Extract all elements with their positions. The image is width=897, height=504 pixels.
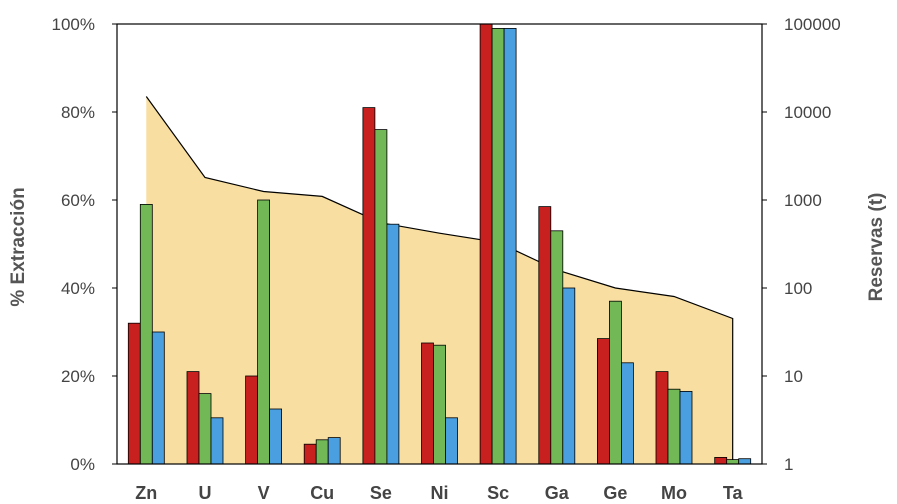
- category-label-u: U: [199, 483, 212, 503]
- bar-ge-series-2: [609, 300, 622, 465]
- bar-sc-series-2: [491, 27, 505, 465]
- y2-tick-label: 100000: [784, 15, 841, 34]
- bar-se-series-3: [386, 223, 400, 465]
- category-label-sc: Sc: [487, 483, 509, 503]
- bar-ni-series-1: [421, 342, 434, 465]
- bar-ge-series-3: [621, 362, 634, 465]
- bar-v-series-1: [245, 375, 259, 465]
- bar-cu-series-1: [303, 443, 317, 465]
- bar-u-series-1: [186, 371, 200, 465]
- y-tick-label: 100%: [52, 15, 95, 34]
- category-labels: Zn U V Cu Se Ni Sc Ga Ge Mo Ta: [135, 483, 743, 503]
- bar-u-series-2: [198, 393, 212, 465]
- category-label-ge: Ge: [603, 483, 627, 503]
- bar-cu-series-3: [327, 437, 341, 465]
- y2-tick-label: 100: [784, 279, 812, 298]
- bar-ni-series-2: [433, 344, 446, 465]
- plot-frame: [116, 23, 763, 465]
- bar-ta-series-3: [738, 458, 752, 465]
- reserves-area-layer: [145, 96, 734, 465]
- bar-zn-series-3: [151, 331, 165, 465]
- bar-v-series-2: [257, 199, 271, 465]
- y2-tick-label: 10: [784, 367, 803, 386]
- bar-mo-series-2: [667, 388, 681, 465]
- bar-u-series-3: [210, 417, 224, 465]
- y2-tick-label: 1000: [784, 191, 822, 210]
- y-tick-label: 0%: [70, 455, 95, 474]
- y2-tick-label: 1: [784, 455, 793, 474]
- y-tick-label: 60%: [61, 191, 95, 210]
- bar-ga-series-1: [538, 206, 552, 465]
- bar-ni-series-3: [445, 417, 458, 465]
- bar-ta-series-1: [714, 456, 728, 465]
- bar-ga-series-3: [562, 287, 576, 465]
- y2-axis-title: Reservas (t): [866, 193, 887, 302]
- reserves-line: [145, 96, 734, 465]
- reserves-area: [146, 96, 733, 464]
- bar-cu-series-2: [315, 439, 329, 465]
- y-tick-label: 20%: [61, 367, 95, 386]
- bar-ge-series-1: [597, 338, 610, 465]
- y-tick-label: 40%: [61, 279, 95, 298]
- right-axis-ticks: 1 10 100 1000 10000 100000: [762, 15, 841, 474]
- y-tick-label: 80%: [61, 103, 95, 122]
- category-label-se: Se: [370, 483, 392, 503]
- bar-ga-series-2: [550, 230, 564, 465]
- y2-tick-label: 10000: [784, 103, 831, 122]
- bar-se-series-2: [374, 129, 388, 465]
- category-label-ta: Ta: [723, 483, 744, 503]
- category-label-mo: Mo: [661, 483, 687, 503]
- category-label-v: V: [258, 483, 270, 503]
- category-label-ga: Ga: [545, 483, 570, 503]
- left-axis-ticks: 0% 20% 40% 60% 80% 100%: [52, 15, 117, 474]
- bar-v-series-3: [269, 408, 283, 465]
- bar-sc-series-3: [503, 27, 517, 465]
- category-label-zn: Zn: [135, 483, 157, 503]
- bar-sc-series-1: [479, 23, 493, 465]
- y-axis-title: % Extracción: [8, 187, 29, 306]
- bar-mo-series-1: [655, 371, 669, 465]
- bar-ta-series-2: [726, 459, 740, 465]
- category-label-cu: Cu: [310, 483, 334, 503]
- bar-zn-series-2: [139, 203, 153, 465]
- bar-mo-series-3: [679, 390, 693, 465]
- category-label-ni: Ni: [431, 483, 449, 503]
- bar-zn-series-1: [127, 322, 141, 465]
- bar-se-series-1: [362, 107, 376, 465]
